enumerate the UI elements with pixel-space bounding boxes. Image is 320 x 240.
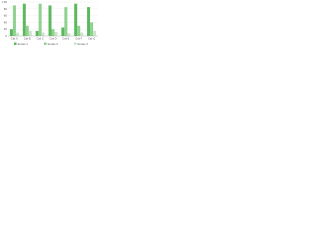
bar [15,32,19,36]
x-tick-label: Cat F [75,37,82,41]
bar [48,5,52,37]
bar [41,32,45,36]
bar [90,22,94,36]
bar [74,3,78,36]
y-tick-label: 80 [4,7,8,11]
chart: 0 20 40 60 80 100 Cat A Cat B Cat C Cat D Cat E Cat… [2,0,98,46]
bar [93,30,97,36]
x-tick-label: Cat E [62,37,69,41]
x-tick-label: Cat C [37,37,44,41]
legend-label: Series 3 [78,42,89,46]
legend-swatch [44,42,47,45]
y-tick-label: 100 [2,0,7,4]
bar [25,25,29,36]
bar [80,32,84,36]
legend-label: Series 1 [18,42,29,46]
bar [61,27,65,36]
bar [54,31,58,36]
bar [22,3,26,36]
y-tick-label: 40 [4,20,8,24]
x-tick-label: Cat A [11,37,18,41]
bar [64,7,68,36]
x-tick-label: Cat G [88,37,95,41]
bar [12,5,16,37]
x-tick-label: Cat D [49,37,56,41]
x-tick-label: Cat B [24,37,31,41]
bar [9,29,13,36]
legend-swatch [74,42,77,45]
bar [38,3,42,36]
legend-label: Series 2 [48,42,59,46]
bar [35,30,39,36]
y-tick-label: 0 [5,34,7,38]
bar [51,29,55,36]
y-tick-label: 20 [4,27,8,31]
bar [28,30,32,36]
bar [67,33,71,36]
legend-swatch [14,42,17,45]
bar [77,25,81,36]
bar [87,7,91,36]
y-tick-label: 60 [4,14,8,18]
